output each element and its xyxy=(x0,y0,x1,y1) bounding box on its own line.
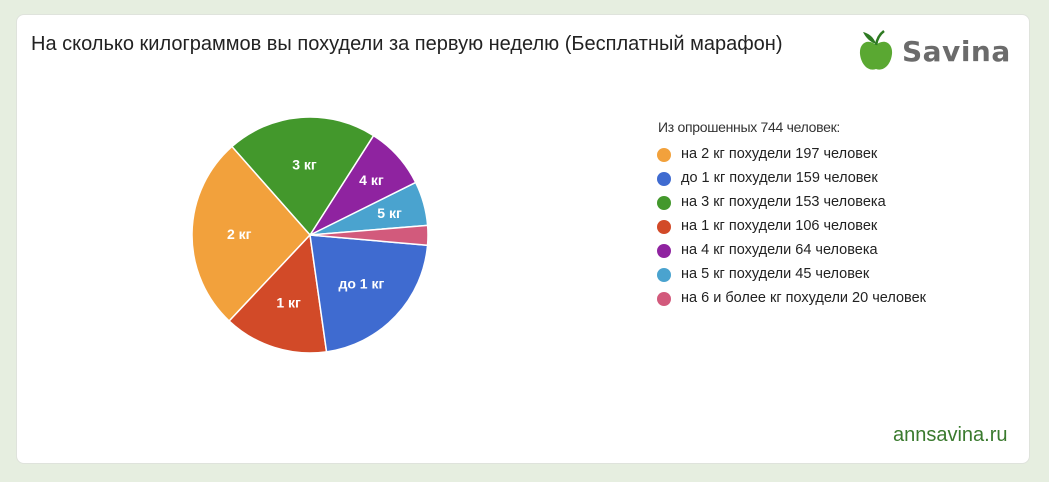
legend-label: на 1 кг похудели 106 человек xyxy=(681,218,878,234)
slice-label: 4 кг xyxy=(359,172,384,188)
legend-title: Из опрошенных 744 человек: xyxy=(658,119,841,135)
pie-slice xyxy=(309,224,429,247)
legend-item: на 5 кг похудели 45 человек xyxy=(655,266,935,282)
slice-label: 1 кг xyxy=(276,294,301,310)
pie-slice xyxy=(228,233,328,354)
legend-swatch xyxy=(657,244,671,258)
slice-label: 5 кг xyxy=(377,205,402,221)
legend-label: на 3 кг похудели 153 человека xyxy=(681,194,886,210)
brand-name: Savina xyxy=(902,34,1011,68)
slice-label: 2 кг xyxy=(227,226,252,242)
slice-label: 3 кг xyxy=(292,156,317,172)
legend-label: до 1 кг похудели 159 человек xyxy=(681,170,878,186)
site-link[interactable]: annsavina.ru xyxy=(893,424,1008,446)
pie-chart: 5 кг 4 кг 3 кг 2 кг 1 кг до 1 кг xyxy=(175,100,445,370)
legend-swatch xyxy=(657,172,671,186)
pie-slice xyxy=(230,116,375,237)
legend-item: на 4 кг похудели 64 человека xyxy=(655,242,935,258)
legend-item: на 6 и более кг похудели 20 человек xyxy=(655,290,935,306)
pie-slice xyxy=(309,234,429,353)
apple-icon xyxy=(859,30,893,70)
legend-item: на 2 кг похудели 197 человек xyxy=(655,146,935,162)
legend-item: на 3 кг похудели 153 человека xyxy=(655,194,935,210)
legend-swatch xyxy=(657,196,671,210)
legend-swatch xyxy=(657,220,671,234)
slice-label: до 1 кг xyxy=(338,276,384,292)
legend-label: на 2 кг похудели 197 человек xyxy=(681,146,878,162)
legend-swatch xyxy=(657,292,671,306)
pie-chart-svg: 5 кг 4 кг 3 кг 2 кг 1 кг до 1 кг xyxy=(191,116,429,354)
chart-card xyxy=(16,14,1030,464)
pie-slice xyxy=(191,145,312,323)
legend-item: до 1 кг похудели 159 человек xyxy=(655,170,935,186)
legend-item: на 1 кг похудели 106 человек xyxy=(655,218,935,234)
legend-swatch xyxy=(657,148,671,162)
chart-title: На сколько килограммов вы похудели за пе… xyxy=(31,33,783,55)
legend-label: на 5 кг похудели 45 человек xyxy=(681,266,870,282)
legend-label: на 4 кг похудели 64 человека xyxy=(681,242,878,258)
brand-logo: Savina xyxy=(858,26,1011,76)
legend-swatch xyxy=(657,268,671,282)
legend: на 2 кг похудели 197 человек до 1 кг поху… xyxy=(655,146,935,314)
legend-label: на 6 и более кг похудели 20 человек xyxy=(681,290,926,306)
